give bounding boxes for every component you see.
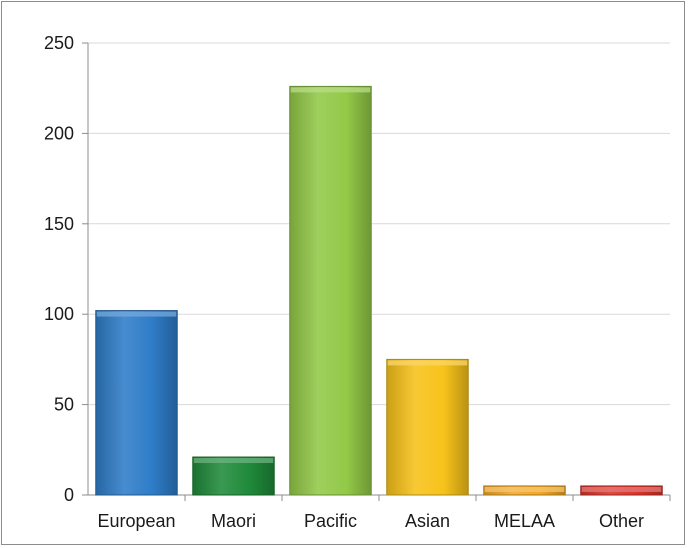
bar-maori bbox=[192, 456, 275, 496]
y-tick-label: 0 bbox=[64, 485, 74, 505]
y-tick-label: 150 bbox=[44, 214, 74, 234]
gridlines bbox=[88, 42, 670, 406]
y-tick-label: 200 bbox=[44, 123, 74, 143]
x-tick-label: Pacific bbox=[304, 511, 357, 531]
x-tick-label: Other bbox=[599, 511, 644, 531]
y-tick-label: 50 bbox=[54, 395, 74, 415]
bar-highlight bbox=[193, 458, 274, 464]
x-tick-label: MELAA bbox=[494, 511, 555, 531]
y-tick-label: 250 bbox=[44, 33, 74, 53]
tick-labels: 0 50 100 150 200 250 European Maori Pacific Asian… bbox=[44, 33, 644, 531]
bar-highlight bbox=[484, 486, 565, 492]
bar-highlight bbox=[96, 311, 177, 317]
bar-pacific bbox=[289, 85, 372, 496]
axes bbox=[82, 42, 671, 501]
bar-highlight bbox=[387, 360, 468, 366]
bars bbox=[95, 85, 663, 496]
x-tick-label: European bbox=[97, 511, 175, 531]
bar-highlight bbox=[581, 486, 662, 492]
bar-highlight bbox=[290, 87, 371, 93]
x-tick-label: Maori bbox=[211, 511, 256, 531]
y-tick-label: 100 bbox=[44, 304, 74, 324]
bar-european bbox=[95, 310, 178, 496]
bar-asian bbox=[386, 358, 469, 496]
x-tick-label: Asian bbox=[405, 511, 450, 531]
